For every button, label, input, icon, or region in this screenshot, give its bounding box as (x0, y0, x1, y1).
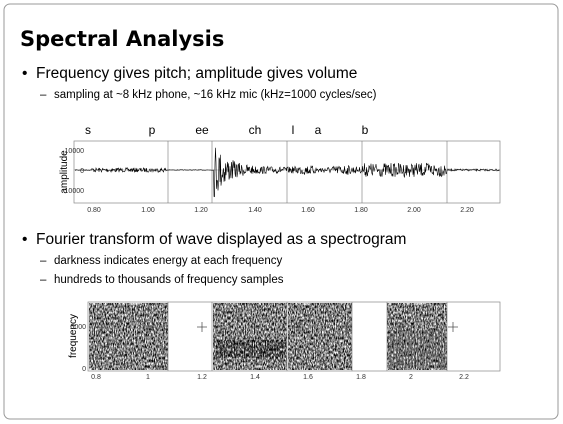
slide-title: Spectral Analysis (20, 27, 224, 51)
segment-label: l (292, 123, 295, 137)
x-tick-label: 2.20 (460, 207, 474, 214)
sub-text: hundreds to thousands of frequency sampl… (54, 274, 284, 286)
y-tick-label: -10000 (62, 188, 84, 195)
bullet-text: Fourier transform of wave displayed as a… (36, 231, 406, 248)
segment-label: p (149, 123, 156, 137)
x-tick-label: 1.8 (356, 374, 366, 381)
y-axis-label: frequency (68, 314, 79, 358)
spectrogram-energy (89, 303, 168, 370)
sub-marker: – (40, 89, 47, 101)
low-bands (216, 340, 286, 358)
x-tick-label: 1.40 (248, 207, 262, 214)
bullet-text: Frequency gives pitch; amplitude gives v… (36, 65, 357, 82)
spectrogram-energy (213, 303, 287, 370)
segment-label: ch (249, 123, 262, 137)
x-tick-label: 1.80 (354, 207, 368, 214)
segment-label: ee (195, 123, 209, 137)
voicing-stripes (388, 330, 446, 368)
y-tick-label: 0 (82, 366, 86, 373)
x-tick-label: 1.2 (197, 374, 207, 381)
x-tick-label: 2 (409, 374, 413, 381)
segment-label: b (362, 123, 369, 137)
bullet-marker: • (22, 65, 27, 82)
x-tick-label: 2.2 (459, 374, 469, 381)
sub-text: sampling at ~8 kHz phone, ~16 kHz mic (k… (54, 89, 377, 101)
waveform (74, 147, 500, 198)
x-tick-label: 2.00 (407, 207, 421, 214)
y-tick-label: 5000 (70, 324, 86, 331)
x-tick-label: 1.00 (141, 207, 155, 214)
sub-text: darkness indicates energy at each freque… (54, 255, 282, 267)
sub-marker: – (40, 255, 47, 267)
segment-label: a (315, 123, 322, 137)
y-axis-label: amplitude (59, 150, 70, 194)
x-tick-label: 1.6 (303, 374, 313, 381)
y-tick-label: 0 (80, 168, 84, 175)
segment-label: s (85, 123, 91, 137)
x-tick-label: 0.8 (91, 374, 101, 381)
y-tick-label: 10000 (65, 148, 85, 155)
bullet-marker: • (22, 231, 27, 248)
x-tick-label: 1.20 (194, 207, 208, 214)
x-tick-label: 1 (146, 374, 150, 381)
x-tick-label: 1.4 (250, 374, 260, 381)
x-tick-label: 0.80 (87, 207, 101, 214)
spectrogram-energy (288, 303, 352, 370)
x-tick-label: 1.60 (301, 207, 315, 214)
sub-marker: – (40, 274, 47, 286)
